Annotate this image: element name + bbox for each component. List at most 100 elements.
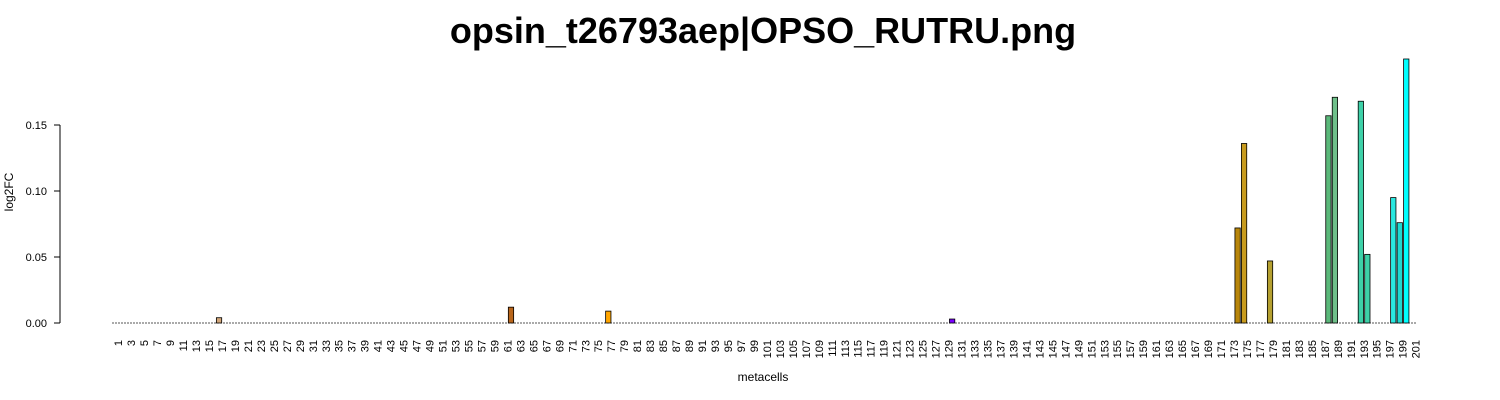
x-tick-label: 121 bbox=[892, 340, 904, 358]
x-tick-label: 15 bbox=[204, 340, 216, 352]
y-tick-label: 0.10 bbox=[26, 186, 47, 198]
x-tick-label: 189 bbox=[1333, 340, 1345, 358]
x-tick-label: 141 bbox=[1021, 340, 1033, 358]
bar-metacell-179 bbox=[1266, 260, 1274, 324]
x-tick-label: 97 bbox=[736, 340, 748, 352]
x-tick-label: 191 bbox=[1346, 340, 1358, 358]
x-tick-label: 51 bbox=[438, 340, 450, 352]
x-tick-label: 19 bbox=[230, 340, 242, 352]
x-tick-label: 175 bbox=[1242, 340, 1254, 358]
x-tick-label: 201 bbox=[1411, 340, 1423, 358]
x-tick-label: 117 bbox=[866, 340, 878, 358]
y-tick-label: 0.00 bbox=[26, 318, 47, 330]
x-tick-label: 103 bbox=[775, 340, 787, 358]
x-tick-label: 53 bbox=[451, 340, 463, 352]
x-axis-ticks: 1 3 5 7 9 11 13 15 17 19 21 23 25 27 29 31 33 35 37 39 41 43 4… bbox=[113, 340, 1423, 358]
x-tick-label: 73 bbox=[580, 340, 592, 352]
x-tick-label: 159 bbox=[1138, 340, 1150, 358]
x-tick-label: 67 bbox=[541, 340, 553, 352]
x-tick-label: 127 bbox=[931, 340, 943, 358]
x-tick-label: 65 bbox=[528, 340, 540, 352]
x-tick-label: 55 bbox=[463, 340, 475, 352]
x-tick-label: 197 bbox=[1385, 340, 1397, 358]
x-tick-label: 147 bbox=[1060, 340, 1072, 358]
x-tick-label: 23 bbox=[256, 340, 268, 352]
bar-metacell-77 bbox=[605, 310, 612, 324]
bar-metacell-193 bbox=[1357, 100, 1364, 324]
x-tick-label: 171 bbox=[1216, 340, 1228, 358]
bar-metacell-189 bbox=[1331, 96, 1338, 324]
x-tick-label: 193 bbox=[1359, 340, 1371, 358]
x-tick-label: 87 bbox=[671, 340, 683, 352]
x-tick-label: 163 bbox=[1164, 340, 1176, 358]
x-tick-label: 9 bbox=[165, 340, 177, 346]
x-tick-label: 39 bbox=[360, 340, 372, 352]
x-tick-label: 195 bbox=[1372, 340, 1384, 358]
x-tick-label: 1 bbox=[113, 340, 125, 346]
x-tick-label: 135 bbox=[982, 340, 994, 358]
x-tick-label: 161 bbox=[1151, 340, 1163, 358]
x-tick-label: 93 bbox=[710, 340, 722, 352]
x-tick-label: 183 bbox=[1294, 340, 1306, 358]
x-tick-label: 35 bbox=[334, 340, 346, 352]
x-tick-label: 129 bbox=[944, 340, 956, 358]
x-tick-label: 107 bbox=[801, 340, 813, 358]
x-tick-label: 85 bbox=[658, 340, 670, 352]
x-tick-label: 17 bbox=[217, 340, 229, 352]
x-tick-label: 71 bbox=[567, 340, 579, 352]
x-tick-label: 83 bbox=[645, 340, 657, 352]
x-tick-label: 25 bbox=[269, 340, 281, 352]
x-tick-label: 145 bbox=[1047, 340, 1059, 358]
x-tick-label: 29 bbox=[295, 340, 307, 352]
bar-metacell-188 bbox=[1325, 115, 1332, 324]
x-tick-label: 177 bbox=[1255, 340, 1267, 358]
x-tick-label: 69 bbox=[554, 340, 566, 352]
x-tick-label: 179 bbox=[1268, 340, 1280, 358]
x-tick-label: 119 bbox=[879, 340, 891, 358]
y-tick-label: 0.15 bbox=[26, 120, 47, 132]
x-tick-label: 27 bbox=[282, 340, 294, 352]
x-tick-label: 61 bbox=[502, 340, 514, 352]
x-tick-label: 45 bbox=[399, 340, 411, 352]
x-tick-label: 43 bbox=[386, 340, 398, 352]
x-tick-label: 181 bbox=[1281, 340, 1293, 358]
x-tick-label: 47 bbox=[412, 340, 424, 352]
y-axis: 0.00 0.05 0.10 0.15 bbox=[26, 120, 61, 330]
x-axis-label: metacells bbox=[738, 370, 789, 384]
bar-metacell-174 bbox=[1234, 227, 1241, 324]
x-tick-label: 95 bbox=[723, 340, 735, 352]
x-tick-label: 115 bbox=[853, 340, 865, 358]
x-tick-label: 99 bbox=[749, 340, 761, 352]
x-tick-label: 81 bbox=[632, 340, 644, 352]
x-tick-label: 105 bbox=[788, 340, 800, 358]
x-tick-label: 77 bbox=[606, 340, 618, 352]
x-tick-label: 137 bbox=[995, 340, 1007, 358]
x-tick-label: 151 bbox=[1086, 340, 1098, 358]
x-tick-label: 49 bbox=[425, 340, 437, 352]
y-axis-label: log2FC bbox=[2, 172, 16, 211]
x-tick-label: 109 bbox=[814, 340, 826, 358]
x-tick-label: 21 bbox=[243, 340, 255, 352]
x-tick-label: 3 bbox=[126, 340, 138, 346]
bar-metacell-175 bbox=[1241, 143, 1248, 324]
x-tick-label: 75 bbox=[593, 340, 605, 352]
bar-series bbox=[215, 58, 1410, 324]
x-tick-label: 31 bbox=[308, 340, 320, 352]
x-tick-label: 169 bbox=[1203, 340, 1215, 358]
x-tick-label: 173 bbox=[1229, 340, 1241, 358]
y-tick-label: 0.05 bbox=[26, 252, 47, 264]
x-tick-label: 187 bbox=[1320, 340, 1332, 358]
x-tick-label: 155 bbox=[1112, 340, 1124, 358]
x-tick-label: 167 bbox=[1190, 340, 1202, 358]
x-tick-label: 91 bbox=[697, 340, 709, 352]
bar-metacell-200 bbox=[1403, 58, 1410, 324]
x-tick-label: 57 bbox=[476, 340, 488, 352]
x-tick-label: 139 bbox=[1008, 340, 1020, 358]
chart-title: opsin_t26793aep|OPSO_RUTRU.png bbox=[450, 10, 1076, 52]
x-tick-label: 153 bbox=[1099, 340, 1111, 358]
bar-metacell-194 bbox=[1364, 253, 1371, 324]
bar-metacell-62 bbox=[507, 306, 515, 324]
bar-metacell-17 bbox=[215, 317, 223, 324]
x-tick-label: 131 bbox=[957, 340, 969, 358]
bar-metacell-199 bbox=[1396, 222, 1403, 324]
